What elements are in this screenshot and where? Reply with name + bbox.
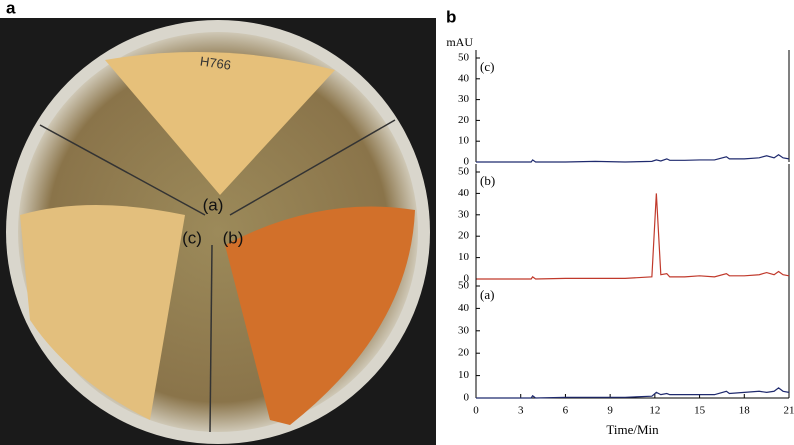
- x-tick-label: 18: [739, 405, 751, 417]
- x-tick-label: 6: [563, 405, 569, 417]
- trace-label: (b): [480, 173, 495, 188]
- handwriting: H766: [199, 54, 232, 73]
- y-tick-label: 30: [458, 324, 470, 336]
- chromatogram-line: [476, 193, 790, 280]
- y-tick-label: 0: [464, 156, 470, 168]
- y-tick-label: 40: [458, 187, 470, 199]
- trace-label: (c): [480, 59, 494, 74]
- x-tick-label: 12: [649, 405, 660, 417]
- divider: [209, 244, 213, 433]
- y-tick-label: 50: [458, 52, 470, 64]
- streak-b: [225, 206, 415, 425]
- y-tick-label: 40: [458, 302, 470, 314]
- y-tick-label: 40: [458, 72, 470, 84]
- y-tick-label: 0: [464, 392, 470, 404]
- chromatogram-line: [476, 387, 790, 399]
- trace-label: (a): [480, 287, 494, 302]
- panel-label: b: [446, 7, 456, 26]
- x-tick-label: 21: [784, 405, 794, 417]
- sector-label: (a): [203, 195, 224, 214]
- streak-c: [20, 205, 185, 420]
- y-tick-label: 50: [458, 280, 470, 292]
- y-tick-label: 20: [458, 114, 470, 126]
- y-tick-label: 20: [458, 347, 470, 359]
- streak-a: [105, 52, 335, 195]
- chromatogram-line: [476, 153, 790, 163]
- y-tick-label: 10: [458, 135, 470, 147]
- x-tick-label: 0: [473, 405, 479, 417]
- y-tick-label: 10: [458, 369, 470, 381]
- y-tick-label: 10: [458, 251, 470, 263]
- x-axis-label: Time/Min: [606, 422, 659, 437]
- y-axis-label: mAU: [446, 35, 473, 49]
- sector-label: (c): [182, 228, 202, 247]
- x-tick-label: 15: [694, 405, 706, 417]
- y-tick-label: 50: [458, 166, 470, 178]
- y-tick-label: 30: [458, 208, 470, 220]
- divider: [39, 124, 206, 216]
- y-tick-label: 0: [464, 273, 470, 285]
- x-tick-label: 9: [607, 405, 613, 417]
- photo: H766 (a) (b) (c): [0, 18, 436, 445]
- x-tick-label: 3: [518, 405, 524, 417]
- y-tick-label: 30: [458, 93, 470, 105]
- y-tick-label: 20: [458, 230, 470, 242]
- sector-label: (b): [223, 228, 244, 247]
- divider: [229, 119, 396, 216]
- panel-label: a: [6, 0, 16, 17]
